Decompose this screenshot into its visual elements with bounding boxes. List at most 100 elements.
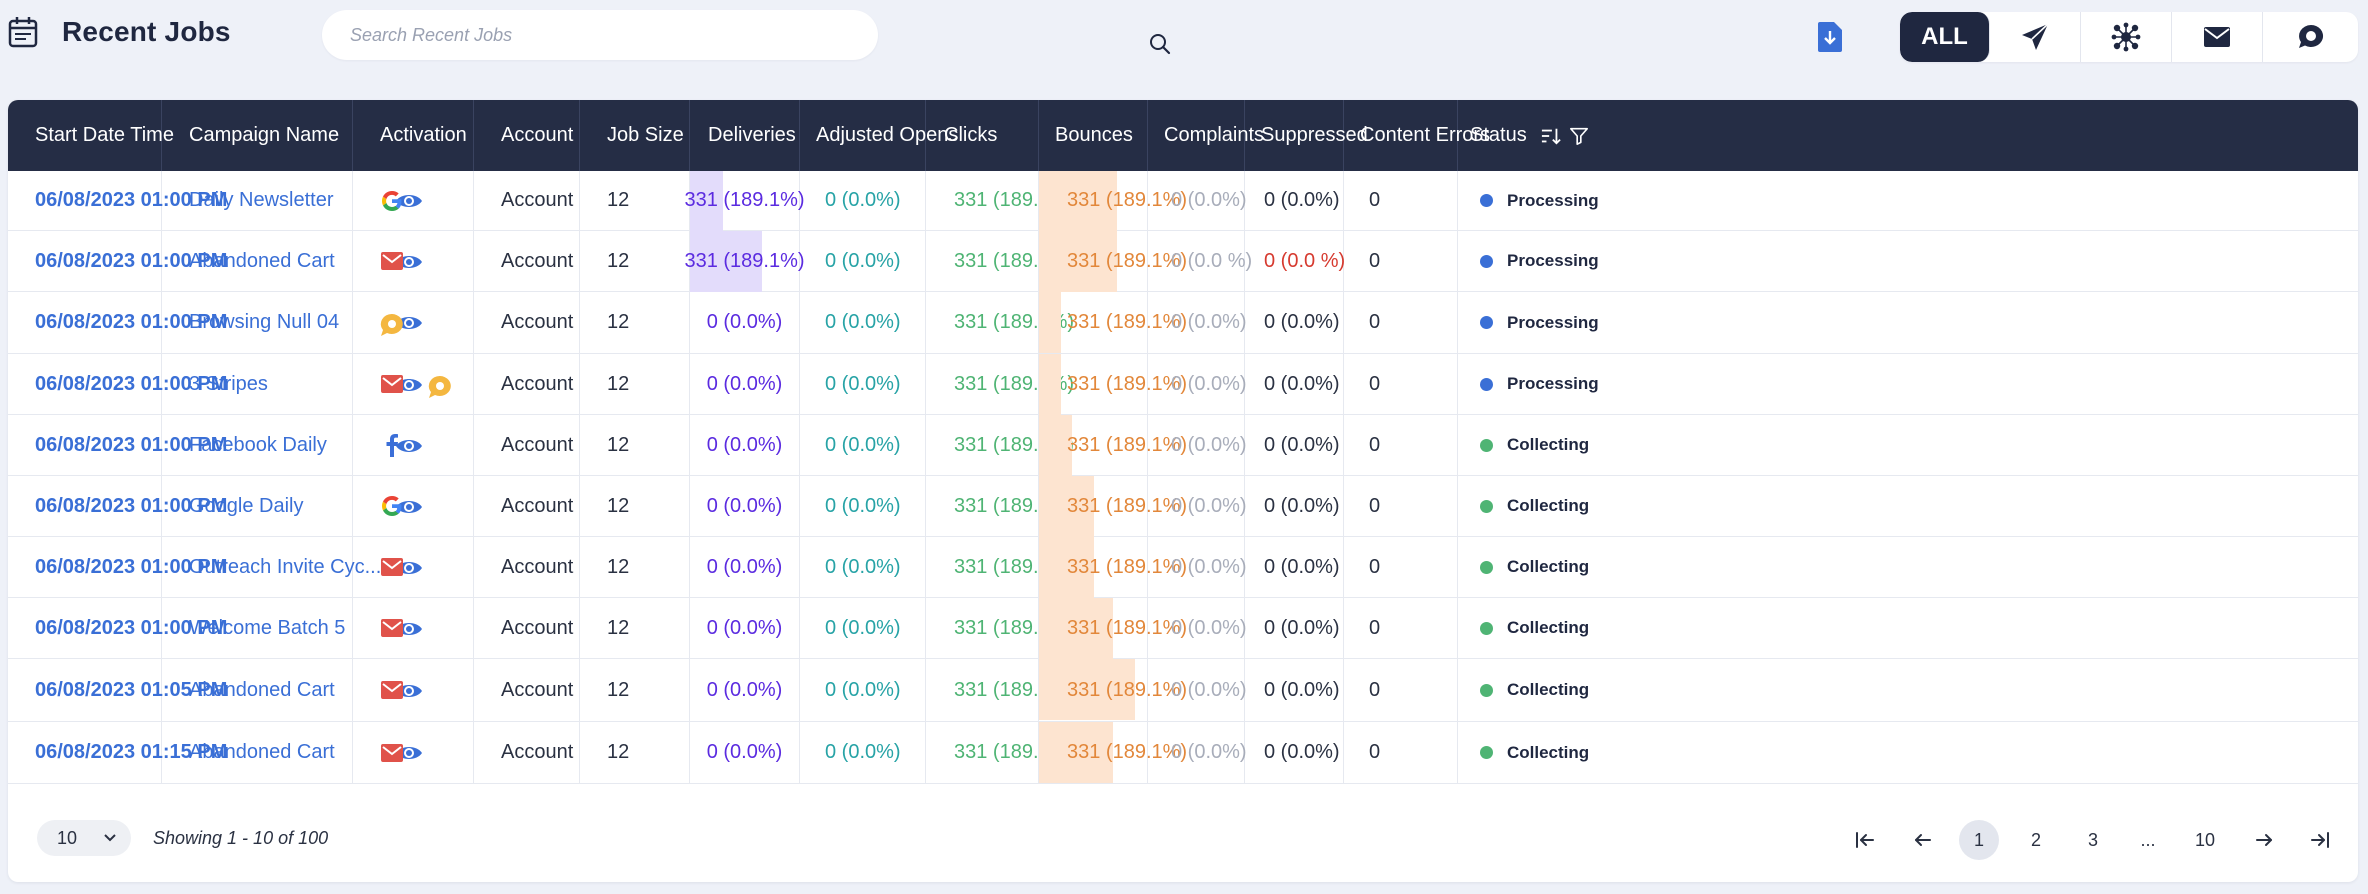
status-dot — [1480, 316, 1493, 329]
job-size-cell-text: 12 — [607, 616, 630, 639]
activation-channel — [379, 432, 405, 458]
start-date-cell[interactable]: 06/08/2023 01:00 PM — [8, 415, 227, 475]
campaign-name-cell[interactable]: Daily Newsletter — [162, 171, 422, 230]
campaign-name-cell[interactable]: Abandoned Cart — [162, 659, 422, 721]
table-row[interactable]: 06/08/2023 01:00 PM Abandoned Cart Account… — [8, 231, 2358, 292]
deliveries-value: 0 (0.0%) — [706, 678, 783, 701]
eye-icon[interactable] — [395, 191, 423, 211]
eye-icon[interactable] — [395, 436, 423, 456]
filter-send-button[interactable] — [1990, 12, 2081, 62]
table-row[interactable]: 06/08/2023 01:00 PM Google Daily Account 12… — [8, 476, 2358, 537]
clicks-cell: 331 (189.1%) — [926, 659, 1074, 721]
deliveries-value: 0 (0.0%) — [706, 555, 783, 578]
start-date-cell[interactable]: 06/08/2023 01:00 PM — [8, 476, 227, 536]
start-date-cell[interactable]: 06/08/2023 01:15 PM — [8, 722, 227, 783]
search-icon[interactable] — [1148, 32, 1172, 56]
table-row[interactable]: 06/08/2023 01:00 PM Outreach Invite Cyc..… — [8, 537, 2358, 598]
table-row[interactable]: 06/08/2023 01:15 PM Abandoned Cart Account… — [8, 722, 2358, 784]
email-icon — [381, 558, 403, 576]
table-row[interactable]: 06/08/2023 01:00 PM 3 Stripes Account 12 0 (… — [8, 354, 2358, 415]
start-date-cell[interactable]: 06/08/2023 01:00 PM — [8, 231, 227, 291]
page-ellipsis[interactable]: ... — [2140, 829, 2156, 850]
filter-email-button[interactable] — [2172, 12, 2263, 62]
column-header-status[interactable]: Status — [1458, 100, 2358, 171]
clicks-cell: 331 (189.1%) — [926, 292, 1074, 353]
filter-icon[interactable] — [1569, 126, 1589, 146]
campaign-name-cell[interactable]: Google Daily — [162, 476, 422, 536]
filter-chat-button[interactable] — [2263, 12, 2358, 62]
bounces-cell: 331 (189.1%) — [1039, 171, 1187, 232]
facebook-icon — [386, 434, 398, 457]
suppressed-cell: 0 (0.0%) — [1245, 171, 1344, 230]
search-input[interactable] — [350, 10, 810, 60]
eye-icon[interactable] — [395, 313, 423, 333]
content-errors-cell: 0 — [1344, 354, 1458, 414]
table-row[interactable]: 06/08/2023 01:00 PM Browsing Null 04 Accou… — [8, 292, 2358, 354]
start-date-cell[interactable]: 06/08/2023 01:05 PM — [8, 659, 227, 721]
next-page-button[interactable] — [2244, 820, 2284, 860]
campaign-name-cell[interactable]: Outreach Invite Cyc... — [162, 537, 422, 597]
deliveries-cell: 0 (0.0%) — [690, 537, 800, 597]
campaign-name-cell-text: Facebook Daily — [189, 433, 327, 456]
suppressed-cell: 0 (0.0%) — [1245, 292, 1344, 353]
bounces-value: 331 (189.1%) — [1067, 678, 1188, 701]
bounces-cell: 331 (189.1%) — [1039, 659, 1187, 721]
campaign-name-cell[interactable]: Facebook Daily — [162, 415, 422, 475]
status-cell: Processing — [1458, 354, 2358, 414]
calendar-icon — [8, 17, 38, 48]
job-size-cell-text: 12 — [607, 189, 630, 211]
account-cell-text: Account — [501, 372, 574, 395]
campaign-name-cell-text: Daily Newsletter — [189, 189, 334, 211]
page-3-button[interactable]: 3 — [2087, 829, 2098, 850]
table-row[interactable]: 06/08/2023 01:05 PM Abandoned Cart Account… — [8, 659, 2358, 722]
campaign-name-cell[interactable]: Welcome Batch 5 — [162, 598, 422, 658]
last-page-button[interactable] — [2300, 820, 2340, 860]
column-header-label: Adjusted Opens — [816, 124, 959, 146]
filter-network-button[interactable] — [2081, 12, 2172, 62]
download-file-icon[interactable] — [1816, 20, 1844, 54]
start-date-cell[interactable]: 06/08/2023 01:00 PM — [8, 292, 227, 353]
complaints-cell-text: 0 (0.0%) — [1171, 311, 1247, 333]
column-header-start-date-time[interactable]: Start Date Time — [8, 100, 174, 171]
start-date-cell[interactable]: 06/08/2023 01:00 PM — [8, 537, 227, 597]
bounces-cell: 331 (189.1%) — [1039, 722, 1187, 783]
sort-icon[interactable] — [1541, 126, 1561, 146]
page-size-select[interactable]: 10 — [37, 820, 131, 856]
column-header-account[interactable]: Account — [474, 100, 580, 171]
table-header: Start Date Time Campaign Name Activation Ac… — [8, 100, 2358, 171]
status-dot — [1480, 377, 1493, 391]
deliveries-cell: 331 (189.1%) — [684, 171, 805, 232]
table-row[interactable]: 06/08/2023 01:00 PM Welcome Batch 5 Accoun… — [8, 598, 2358, 659]
page-1-button[interactable]: 1 — [1959, 820, 1999, 860]
content-errors-cell: 0 — [1344, 292, 1458, 353]
page-10-button[interactable]: 10 — [2194, 829, 2216, 850]
column-header-adjusted-opens: Adjusted Opens — [800, 100, 958, 171]
status-dot — [1480, 194, 1493, 207]
start-date-cell[interactable]: 06/08/2023 01:00 PM — [8, 171, 227, 230]
campaign-name-cell[interactable]: Abandoned Cart — [162, 231, 422, 291]
column-header-campaign-name[interactable]: Campaign Name — [162, 100, 353, 171]
paper-plane-icon — [2022, 23, 2049, 50]
column-header-job-size[interactable]: Job Size — [580, 100, 690, 171]
content-errors-cell-text: 0 — [1369, 678, 1381, 701]
first-page-icon — [1856, 832, 1874, 848]
filter-all-button[interactable]: ALL — [1900, 12, 1990, 62]
job-size-cell-text: 12 — [607, 494, 630, 517]
campaign-name-cell[interactable]: 3 Stripes — [162, 354, 422, 414]
previous-page-button[interactable] — [1903, 820, 1943, 860]
campaign-name-cell[interactable]: Abandoned Cart — [162, 722, 422, 783]
campaign-name-cell[interactable]: Browsing Null 04 — [162, 292, 422, 353]
column-header-activation[interactable]: Activation — [353, 100, 474, 171]
campaign-name-cell-text: Abandoned Cart — [189, 678, 335, 701]
start-date-cell[interactable]: 06/08/2023 01:00 PM — [8, 598, 227, 658]
table-row[interactable]: 06/08/2023 01:00 PM Facebook Daily Account… — [8, 415, 2358, 476]
adjusted-opens-cell-text: 0 (0.0%) — [825, 249, 901, 272]
eye-icon[interactable] — [395, 497, 423, 517]
start-date-cell[interactable]: 06/08/2023 01:00 PM — [8, 354, 227, 414]
job-size-cell: 12 — [580, 231, 690, 291]
page-2-button[interactable]: 2 — [2030, 829, 2041, 850]
status-dot — [1480, 438, 1493, 452]
table-row[interactable]: 06/08/2023 01:00 PM Daily Newsletter Accou… — [8, 171, 2358, 232]
account-cell: Account — [474, 722, 580, 783]
first-page-button[interactable] — [1845, 820, 1885, 860]
